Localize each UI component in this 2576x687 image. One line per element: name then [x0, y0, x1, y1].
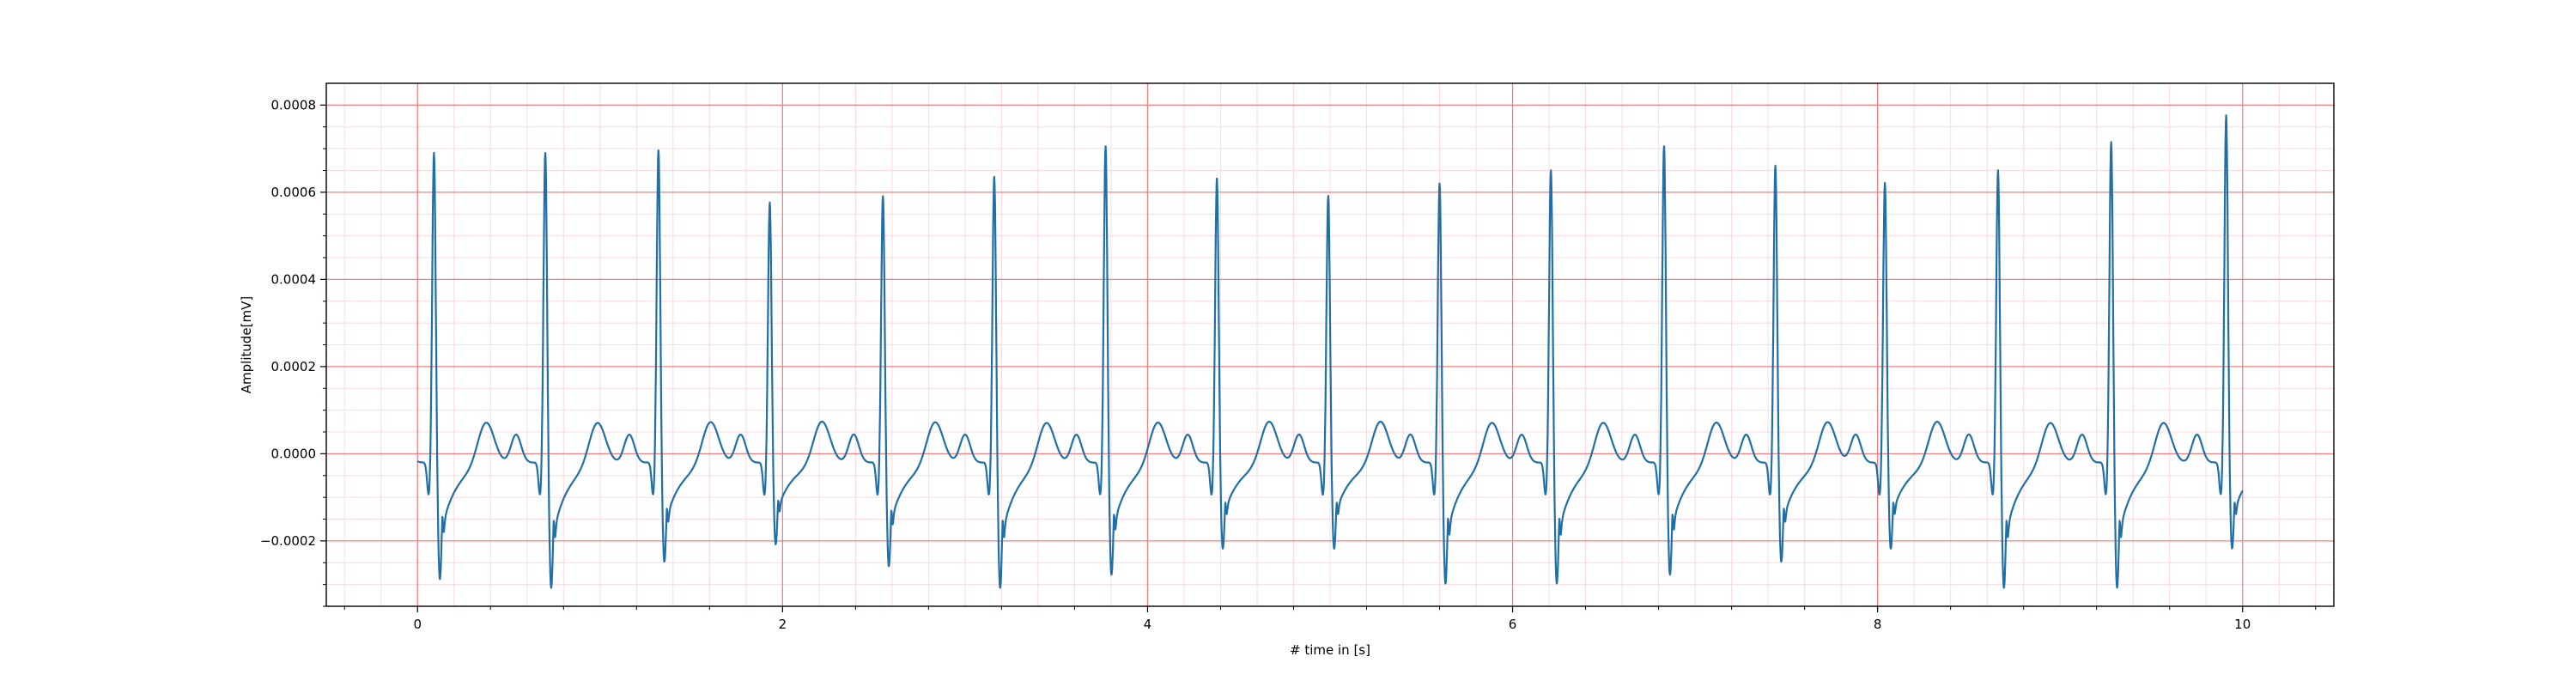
x-axis-ticks: 0 2 4 6 8 10 — [343, 606, 2317, 632]
y-tick-label: 0.0000 — [271, 446, 317, 461]
plot-area: 0 2 4 6 8 10 −0.0002 0.0000 0.0002 0.0004 0.0006 0… — [260, 82, 2335, 632]
x-tick-label: 2 — [779, 617, 787, 632]
x-tick-label: 8 — [1874, 617, 1882, 632]
x-tick-label: 0 — [413, 617, 422, 632]
y-axis-label: Amplitude[mV] — [239, 296, 254, 393]
y-axis-ticks: −0.0002 0.0000 0.0002 0.0004 0.0006 0.0008 — [260, 97, 326, 607]
x-tick-label: 4 — [1144, 617, 1152, 632]
x-axis-label: # time in [s] — [1290, 642, 1370, 658]
x-tick-label: 10 — [2234, 617, 2251, 632]
ecg-series-line — [416, 114, 2244, 589]
y-tick-label: 0.0004 — [271, 271, 317, 287]
x-tick-label: 6 — [1509, 617, 1517, 632]
y-tick-label: −0.0002 — [260, 533, 316, 549]
y-tick-label: 0.0006 — [271, 185, 317, 200]
minor-grid — [326, 83, 2334, 607]
y-tick-label: 0.0002 — [271, 359, 317, 374]
y-tick-label: 0.0008 — [271, 97, 317, 112]
